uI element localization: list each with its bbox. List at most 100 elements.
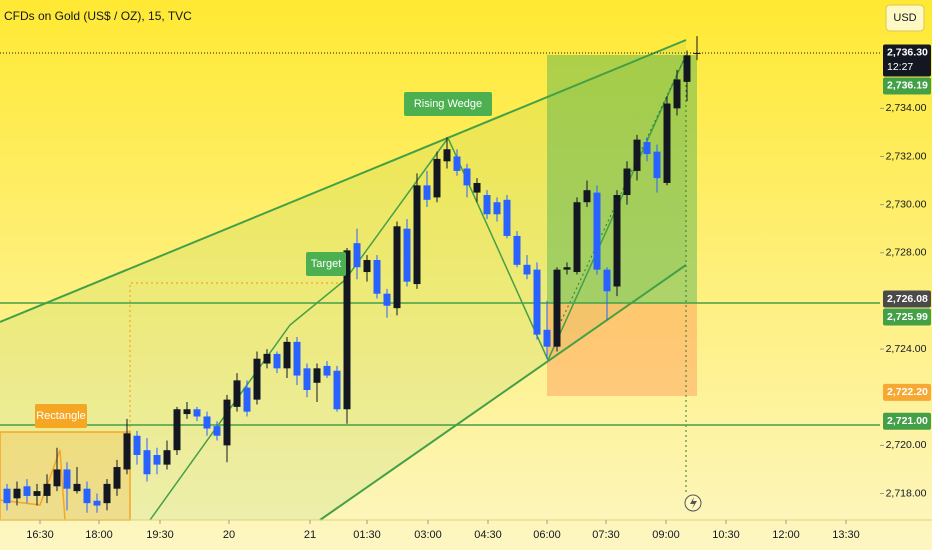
candle-body [523, 264, 531, 275]
x-tick-label: 18:00 [85, 529, 113, 541]
x-tick-label: 04:30 [474, 529, 502, 541]
candle-body [643, 142, 651, 155]
x-tick-label: 01:30 [353, 529, 381, 541]
candle-body [173, 409, 181, 451]
x-tick-label: 10:30 [712, 529, 740, 541]
x-tick-label: 12:00 [772, 529, 800, 541]
candle-body [163, 450, 171, 465]
rectangle-label: Rectangle [36, 410, 86, 422]
price-badge [883, 77, 931, 95]
candle-body [633, 139, 641, 171]
currency-button[interactable] [885, 4, 925, 32]
candle-body [543, 329, 551, 347]
candle-body [443, 149, 451, 162]
y-tick-label: 2,718.00 [886, 487, 927, 499]
price-badge [883, 44, 931, 77]
profit-zone [547, 55, 697, 303]
candle-body [693, 52, 701, 54]
candle-body [673, 79, 681, 109]
candle-body [663, 103, 671, 183]
x-tick-label: 20 [223, 529, 235, 541]
price-badge-label: 2,725.99 [887, 311, 928, 323]
price-badge [883, 308, 931, 326]
price-badge [883, 290, 931, 308]
candle-body [473, 182, 481, 193]
candle-body [333, 370, 341, 410]
loss-zone [547, 303, 697, 396]
candle-body [123, 433, 131, 470]
candle-body [583, 190, 591, 203]
candle-body [493, 202, 501, 215]
candle-body [203, 416, 211, 429]
candle-body [113, 467, 121, 489]
y-tick-label: 2,730.00 [886, 198, 927, 210]
candle-body [213, 426, 221, 436]
candle-body [393, 226, 401, 309]
candle-body [243, 387, 251, 412]
candle-body [503, 199, 511, 236]
y-tick-label: 2,728.00 [886, 247, 927, 259]
candle-body [3, 488, 11, 504]
price-badge-label: 2,722.20 [887, 386, 928, 398]
candle-body [23, 486, 31, 496]
wedge-upper [0, 39, 687, 323]
price-badge-label: 2,736.30 [887, 47, 928, 59]
candle-body [343, 250, 351, 410]
y-tick-label: 2,720.00 [886, 439, 927, 451]
candle-body [283, 341, 291, 369]
candle-body [613, 195, 621, 287]
wedge-label-box [404, 92, 492, 116]
y-tick-label: 2,734.00 [886, 102, 927, 114]
candle-body [63, 469, 71, 489]
candle-body [233, 380, 241, 407]
candle-body [223, 399, 231, 446]
candle-body [293, 341, 301, 376]
countdown: 12:27 [887, 61, 913, 73]
candle-body [103, 483, 111, 504]
price-badge-label: 2,721.00 [887, 415, 928, 427]
candle-body [353, 243, 361, 268]
candle-body [623, 168, 631, 195]
candle-body [93, 500, 101, 506]
candle-body [33, 491, 41, 496]
x-tick-label: 03:00 [414, 529, 442, 541]
candle-body [193, 409, 201, 417]
x-tick-label: 13:30 [832, 529, 860, 541]
x-tick-label: 21 [304, 529, 316, 541]
candle-body [563, 267, 571, 270]
candle-body [133, 435, 141, 455]
candle-body [533, 269, 541, 335]
candle-body [433, 158, 441, 198]
wedge-lower [319, 264, 687, 521]
candle-body [263, 353, 271, 364]
y-tick-label: 2,732.00 [886, 150, 927, 162]
price-badge-label: 2,736.19 [887, 80, 928, 92]
alert-bolt [690, 497, 697, 509]
candle-body [83, 488, 91, 504]
price-badge [883, 383, 931, 401]
candle-body [303, 368, 311, 390]
candle-body [13, 488, 21, 499]
symbol-title: CFDs on Gold (US$ / OZ), 15, TVC [4, 9, 192, 23]
x-tick-label: 16:30 [26, 529, 54, 541]
candle-body [73, 483, 81, 492]
candle-body [363, 260, 371, 273]
target-label-box [306, 252, 346, 276]
wedge-fill [0, 40, 686, 520]
candle-body [453, 156, 461, 171]
candle-body [183, 409, 191, 415]
wedge-label: Rising Wedge [414, 98, 482, 110]
price-badge [883, 412, 931, 430]
x-tick-label: 09:00 [652, 529, 680, 541]
candles [3, 36, 701, 513]
candle-body [323, 365, 331, 376]
candle-body [383, 293, 391, 306]
target-label: Target [311, 258, 342, 270]
candle-body [553, 269, 561, 347]
candle-body [153, 455, 161, 465]
candle-body [53, 469, 61, 487]
candle-body [403, 228, 411, 282]
candle-body [273, 353, 281, 369]
candle-body [463, 168, 471, 186]
position-line [556, 54, 687, 331]
